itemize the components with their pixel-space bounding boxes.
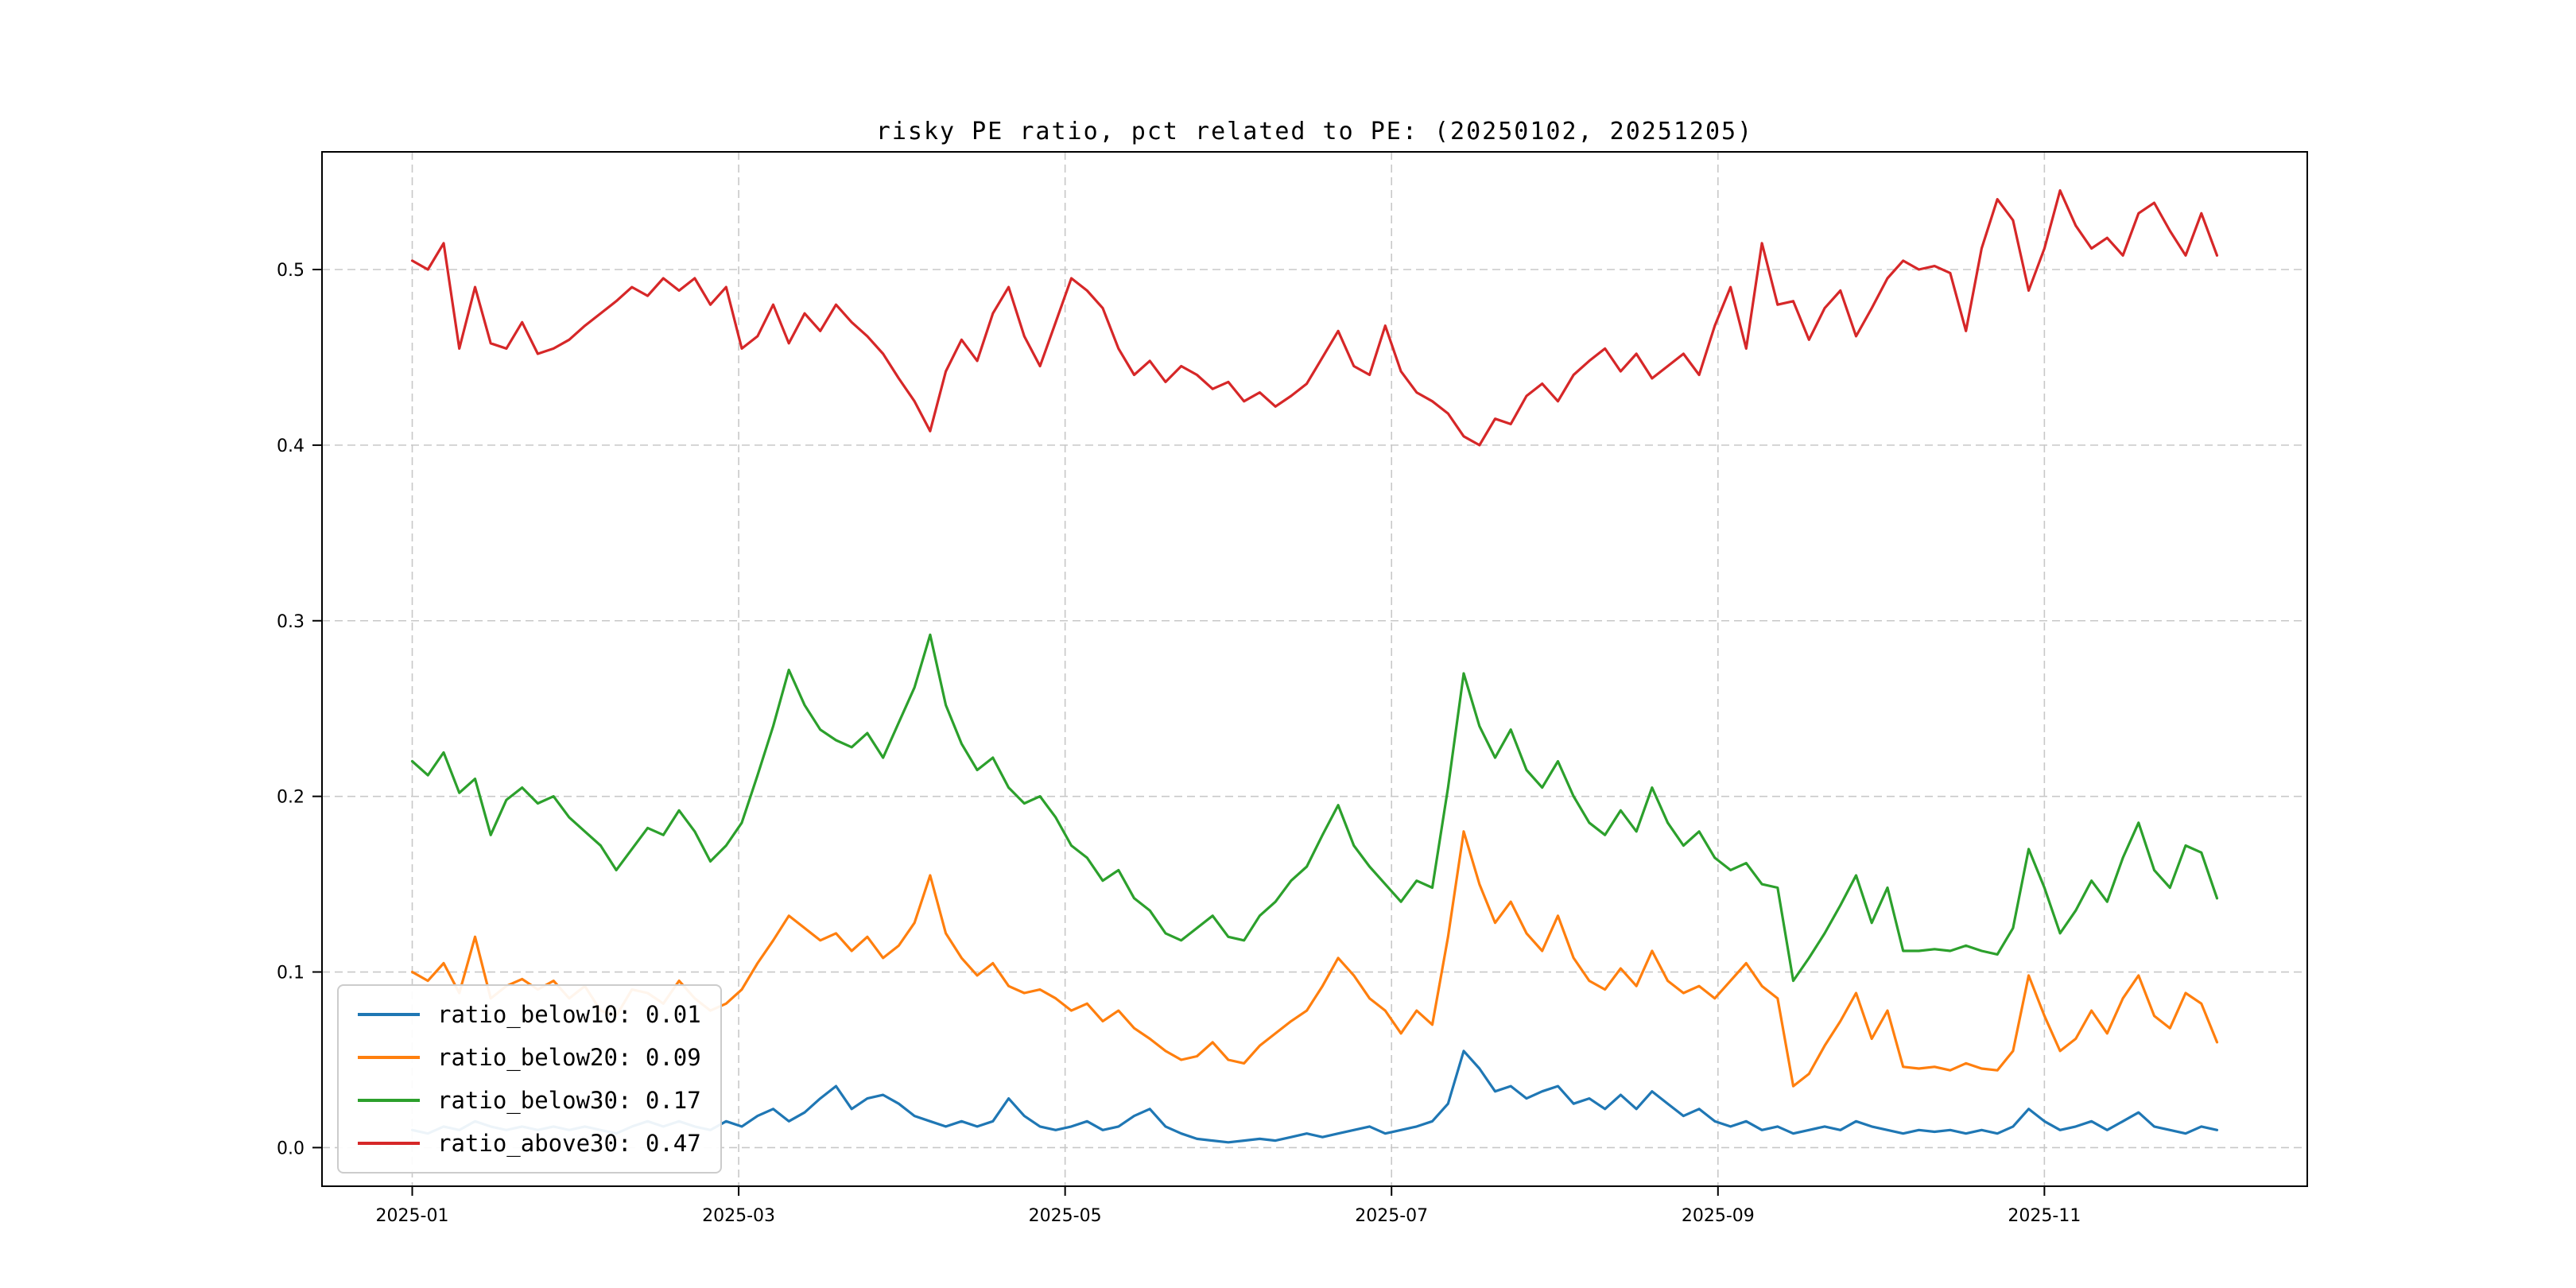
plot-border: [321, 151, 2308, 1187]
y-tick-label: 0.4: [277, 436, 305, 456]
axes-layer: [312, 151, 2308, 1196]
legend: ratio_below10: 0.01 ratio_below20: 0.09 …: [337, 984, 722, 1174]
x-tick-label: 2025-05: [1029, 1206, 1102, 1226]
legend-swatch-ratio_below30: [358, 1099, 420, 1102]
legend-item: ratio_below20: 0.09: [358, 1040, 701, 1075]
x-tick-label: 2025-07: [1355, 1206, 1428, 1226]
legend-label-ratio_below20: ratio_below20: 0.09: [437, 1044, 701, 1071]
legend-item: ratio_below10: 0.01: [358, 997, 701, 1032]
y-tick-label: 0.3: [277, 612, 305, 632]
y-tick-label: 0.5: [277, 261, 305, 281]
legend-swatch-ratio_below20: [358, 1056, 420, 1059]
y-tick-label: 0.2: [277, 788, 305, 808]
chart-title: risky PE ratio, pct related to PE: (2025…: [875, 118, 1754, 145]
legend-label-ratio_above30: ratio_above30: 0.47: [437, 1130, 701, 1157]
y-tick-label: 0.0: [277, 1139, 305, 1158]
legend-label-ratio_below10: ratio_below10: 0.01: [437, 1001, 701, 1028]
legend-item: ratio_above30: 0.47: [358, 1126, 701, 1161]
y-tick-label: 0.1: [277, 964, 305, 983]
x-tick-label: 2025-09: [1682, 1206, 1755, 1226]
series-line-ratio_above30: [410, 189, 2219, 447]
series-line-ratio_below30: [410, 633, 2219, 983]
x-tick-label: 2025-11: [2008, 1206, 2081, 1226]
legend-swatch-ratio_above30: [358, 1142, 420, 1145]
x-tick-label: 2025-01: [376, 1206, 449, 1226]
legend-label-ratio_below30: ratio_below30: 0.17: [437, 1087, 701, 1114]
tick-label-layer: 2025-01 2025-03 2025-05 2025-07 2025-09 2025-…: [277, 261, 2081, 1226]
x-tick-label: 2025-03: [702, 1206, 775, 1226]
legend-swatch-ratio_below10: [358, 1013, 420, 1016]
legend-item: ratio_below30: 0.17: [358, 1083, 701, 1118]
